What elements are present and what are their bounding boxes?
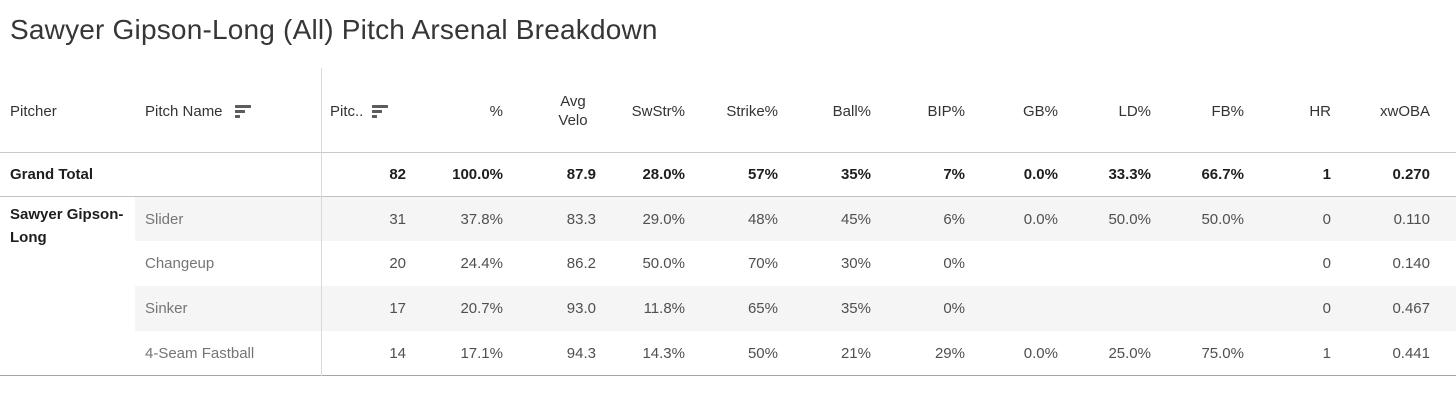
cell[interactable]: 0.0% — [967, 331, 1060, 376]
row-header-pitch-name[interactable]: Slider — [135, 196, 322, 241]
cell[interactable]: 0.0% — [967, 196, 1060, 241]
cell[interactable]: 75.0% — [1153, 331, 1246, 376]
row-spacer — [1432, 331, 1456, 376]
pitch-arsenal-table-view: Sawyer Gipson-Long (All) Pitch Arsenal B… — [0, 14, 1456, 376]
column-header-hr[interactable]: HR — [1309, 102, 1331, 120]
cell-grand-total-xwoba[interactable]: 0.270 — [1333, 152, 1432, 196]
column-divider-line — [321, 68, 322, 376]
table-grid: Pitcher Pitch Name Pitc.. % Avg Velo SwS… — [0, 60, 1456, 376]
cell[interactable]: 0 — [1246, 286, 1333, 331]
header-spacer — [1432, 60, 1456, 152]
cell[interactable]: 25.0% — [1060, 331, 1153, 376]
cell[interactable] — [967, 241, 1060, 286]
cell[interactable]: 83.3 — [505, 196, 598, 241]
column-header-gb-pct[interactable]: GB% — [1022, 102, 1058, 120]
cell[interactable]: 50.0% — [642, 255, 685, 272]
cell-grand-total-ld-pct[interactable]: 33.3% — [1060, 152, 1153, 196]
column-header-avg-velo[interactable]: Avg Velo — [558, 92, 588, 130]
cell-grand-total-gb-pct[interactable]: 0.0% — [967, 152, 1060, 196]
cell[interactable]: 21% — [780, 331, 873, 376]
cell-grand-total-ball-pct[interactable]: 35% — [780, 152, 873, 196]
cell[interactable]: 48% — [687, 196, 780, 241]
row-header-pitch-name[interactable]: Changeup — [145, 255, 215, 272]
cell[interactable]: 1 — [1246, 331, 1333, 376]
cell[interactable]: 50.0% — [1060, 196, 1153, 241]
cell[interactable]: 14.3% — [598, 331, 687, 376]
cell[interactable]: 17.1% — [408, 331, 505, 376]
column-header-ld-pct[interactable]: LD% — [1118, 102, 1151, 120]
table: Pitcher Pitch Name Pitc.. % Avg Velo SwS… — [0, 60, 1456, 376]
cell[interactable]: 0 — [1246, 196, 1333, 241]
cell[interactable] — [1060, 241, 1153, 286]
cell[interactable]: 11.8% — [598, 286, 687, 331]
cell[interactable]: 35% — [780, 286, 873, 331]
grand-total-spacer — [1432, 152, 1456, 196]
cell[interactable]: 29.0% — [598, 196, 687, 241]
column-header-fb-pct[interactable]: FB% — [1211, 102, 1244, 120]
cell[interactable]: 14 — [322, 331, 408, 376]
cell-grand-total-pitches[interactable]: 82 — [322, 152, 408, 196]
row-header-pitcher[interactable]: Sawyer Gipson-Long — [0, 196, 135, 376]
cell-grand-total-swstr-pct[interactable]: 28.0% — [598, 152, 687, 196]
sort-icon[interactable] — [234, 104, 251, 118]
column-header-pitches[interactable]: Pitc.. — [322, 60, 408, 152]
cell-grand-total-fb-pct[interactable]: 66.7% — [1153, 152, 1246, 196]
sort-icon[interactable] — [372, 104, 389, 118]
column-header-ball-pct[interactable]: Ball% — [832, 102, 871, 120]
cell[interactable] — [967, 286, 1060, 331]
cell-grand-total-bip-pct[interactable]: 7% — [873, 152, 967, 196]
row-header-pitch-name[interactable]: 4-Seam Fastball — [135, 331, 322, 376]
cell[interactable]: 37.8% — [408, 196, 505, 241]
cell[interactable]: 93.0 — [505, 286, 598, 331]
cell[interactable]: 94.3 — [505, 331, 598, 376]
cell[interactable]: 0.441 — [1333, 331, 1432, 376]
row-header-pitch-name[interactable]: Sinker — [135, 286, 322, 331]
column-header-strike-pct[interactable]: Strike% — [726, 102, 778, 120]
column-header-label: Pitch Name — [145, 102, 223, 120]
cell-grand-total-hr[interactable]: 1 — [1246, 152, 1333, 196]
column-header-pitcher[interactable]: Pitcher — [0, 60, 135, 152]
cell[interactable]: 50.0% — [1153, 196, 1246, 241]
cell[interactable]: 0.110 — [1333, 196, 1432, 241]
column-header-label: Pitcher — [10, 102, 57, 120]
cell[interactable]: 29% — [873, 331, 967, 376]
cell[interactable]: 0% — [943, 255, 965, 272]
cell[interactable]: 0.467 — [1333, 286, 1432, 331]
cell[interactable]: 70% — [747, 255, 778, 272]
cell[interactable]: 0% — [873, 286, 967, 331]
cell[interactable]: 20 — [389, 255, 406, 272]
cell[interactable]: 20.7% — [408, 286, 505, 331]
cell[interactable]: 65% — [687, 286, 780, 331]
cell-grand-total-strike-pct[interactable]: 57% — [687, 152, 780, 196]
column-header-pitch-name[interactable]: Pitch Name — [135, 60, 322, 152]
cell-grand-total-pct[interactable]: 100.0% — [408, 152, 505, 196]
cell[interactable]: 45% — [780, 196, 873, 241]
row-spacer — [1432, 286, 1456, 331]
cell[interactable]: 30% — [840, 255, 871, 272]
cell[interactable]: 24.4% — [460, 255, 503, 272]
row-spacer — [1432, 196, 1456, 241]
cell[interactable]: 0 — [1322, 255, 1331, 272]
grand-total-row-header[interactable]: Grand Total — [0, 152, 322, 196]
cell-grand-total-avg-velo[interactable]: 87.9 — [505, 152, 598, 196]
column-header-bip-pct[interactable]: BIP% — [927, 102, 965, 120]
cell[interactable] — [1060, 286, 1153, 331]
cell[interactable]: 31 — [322, 196, 408, 241]
column-header-pct[interactable]: % — [489, 102, 503, 120]
cell[interactable]: 0.140 — [1392, 255, 1430, 272]
page-title: Sawyer Gipson-Long (All) Pitch Arsenal B… — [10, 14, 658, 45]
cell[interactable]: 86.2 — [566, 255, 596, 272]
cell[interactable]: 50% — [687, 331, 780, 376]
column-header-label: Pitc.. — [330, 102, 364, 120]
cell[interactable]: 6% — [873, 196, 967, 241]
cell[interactable] — [1153, 241, 1246, 286]
column-header-xwoba[interactable]: xwOBA — [1379, 102, 1430, 120]
cell[interactable] — [1153, 286, 1246, 331]
cell[interactable]: 17 — [322, 286, 408, 331]
column-header-swstr-pct[interactable]: SwStr% — [631, 102, 685, 120]
row-spacer — [1432, 241, 1456, 286]
